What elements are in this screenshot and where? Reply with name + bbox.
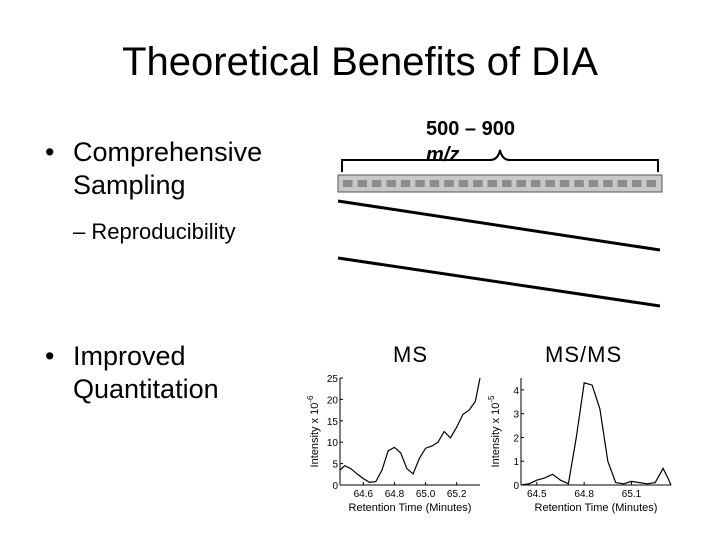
scan-line-2 [337,256,661,308]
y-tick-label: 4 [513,386,519,397]
x-tick-label: 64.8 [385,489,405,500]
y-tick-label: 10 [327,438,339,449]
y-tick-label: 5 [332,460,338,471]
isolation-window [357,180,367,187]
sub-bullet-reproducibility: – Reproducibility [73,219,236,245]
precursor-bar [337,174,663,193]
y-axis-label-text: Intensity x 10 [309,403,321,468]
isolation-window [444,180,454,187]
isolation-window [530,180,541,187]
isolation-window [371,180,382,187]
msms-chromatogram-chart: 0 1 2 3 4 64.5 64.8 65.1 Retention Time (Minutes… [487,378,672,514]
isolation-window [617,180,628,187]
isolation-window [429,180,440,187]
bullet-improved-quantitation: • Improved Quantitation [45,340,219,406]
x-tick-label: 65.0 [416,489,436,500]
isolation-window [502,180,512,187]
isolation-window [415,180,425,187]
bullet-text-line2: Sampling [73,170,186,200]
y-tick-label: 2 [513,433,519,444]
y-tick-label: 20 [327,395,339,406]
isolation-windows [343,180,656,187]
y-axis-label: Intensity x 10-6 [306,395,321,467]
bullet-text-line1: Comprehensive [73,137,263,167]
y-axis-label-exponent: -6 [306,395,315,403]
x-tick-label: 64.6 [354,489,374,500]
isolation-window [343,180,353,187]
isolation-window [588,180,599,187]
scan-line-1 [337,199,661,252]
series-line [520,382,672,486]
bullet-text-line1: Improved [73,341,186,371]
isolation-window [386,180,396,187]
y-axis-label-text: Intensity x 10 [490,403,502,468]
series-line [339,377,481,484]
x-axis-label: Retention Time (Minutes) [535,502,658,514]
bullet-marker: • [45,137,55,167]
x-tick-label: 64.8 [574,489,594,500]
y-tick-label: 15 [327,417,339,428]
msms-label: MS/MS [545,342,623,367]
y-tick-label: 25 [327,374,339,385]
isolation-window [473,180,483,187]
ms-chromatogram-chart: 0 5 10 15 20 25 64.6 64.8 65.0 65.2 Retention Time… [306,374,481,514]
isolation-window [632,180,642,187]
y-tick-label: 0 [332,481,338,492]
mz-range: 500 – 900 [426,118,515,140]
x-tick-label: 64.5 [527,489,547,500]
bullet-marker: • [45,341,55,371]
y-axis-label-exponent: -5 [487,395,496,403]
x-tick-label: 65.1 [622,489,642,500]
sub-bullet-marker: – [73,219,86,244]
slide-title: Theoretical Benefits of DIA [122,40,598,84]
y-tick-label: 3 [513,410,519,421]
isolation-window [559,180,570,187]
isolation-window [646,180,656,187]
bullet-comprehensive-sampling: • Comprehensive Sampling [45,136,263,202]
isolation-window [400,180,411,187]
isolation-window [487,180,497,187]
isolation-window [516,180,526,187]
y-tick-label: 1 [513,457,519,468]
x-tick-label: 65.2 [447,489,467,500]
isolation-window [603,180,613,187]
bullet-text-line2: Quantitation [73,374,219,404]
sub-bullet-text: Reproducibility [91,219,236,244]
isolation-window [545,180,555,187]
mz-bracket [341,149,659,172]
x-axis-label: Retention Time (Minutes) [349,502,472,514]
isolation-window [458,180,469,187]
y-axis-label: Intensity x 10-5 [487,395,502,467]
ms-label: MS [393,342,428,367]
isolation-window [574,180,584,187]
y-tick-label: 0 [513,481,519,492]
